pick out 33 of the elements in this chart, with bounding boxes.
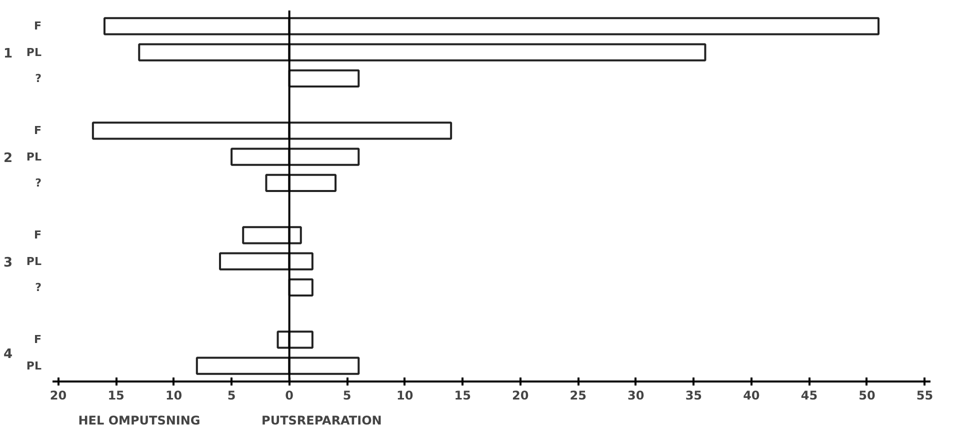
x-tick-label: 20 [512, 388, 529, 402]
x-tick-label: 30 [628, 388, 644, 402]
x-tick-label: 25 [570, 388, 586, 402]
text: PUTSREPARATION [262, 414, 382, 428]
x-tick-label: 50 [858, 388, 876, 402]
y-tick-label: ? [35, 176, 42, 190]
x-tick-label: 45 [800, 388, 818, 402]
x-tick-label: 35 [685, 388, 702, 402]
x-tick-label: 40 [743, 388, 760, 402]
text: 1 [3, 46, 12, 62]
y-tick-label: ? [35, 72, 42, 85]
y-tick-label: PL [26, 359, 42, 372]
x-tick-label: 20 [50, 388, 67, 402]
y-tick-label: PL [26, 254, 42, 268]
x-tick-label: 5 [227, 388, 236, 402]
x-tick-label: 10 [165, 388, 182, 402]
y-tick-label: ? [35, 280, 42, 294]
x-tick-label: 10 [396, 388, 414, 402]
x-tick-label: 15 [108, 388, 124, 402]
y-tick-label: F [34, 124, 42, 138]
text: 2 [3, 150, 12, 166]
x-tick-label: 15 [454, 388, 471, 402]
x-tick-label: 5 [342, 388, 352, 402]
text: 4 [3, 346, 12, 362]
y-tick-label: PL [26, 46, 42, 59]
y-tick-label: PL [26, 150, 42, 164]
x-tick-label: 55 [916, 388, 934, 402]
y-tick-label: F [34, 228, 42, 242]
x-tick-label: 0 [285, 388, 294, 402]
text: HEL OMPUTSNING [78, 414, 200, 428]
text: 3 [3, 255, 12, 270]
y-tick-label: F [34, 20, 42, 33]
y-tick-label: F [34, 333, 42, 346]
